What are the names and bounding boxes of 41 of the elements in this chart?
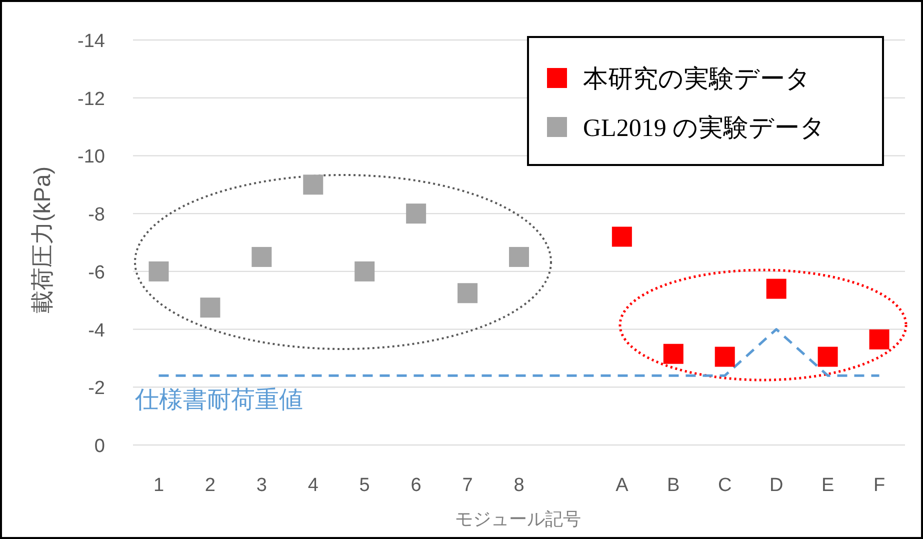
y-tick-label: -4: [88, 320, 106, 342]
point: [148, 261, 169, 282]
point: [509, 246, 529, 267]
x-tick-label: 1: [153, 475, 164, 496]
y-tick-label: -8: [88, 204, 105, 226]
point: [200, 298, 220, 318]
point: [714, 346, 735, 367]
point: [663, 344, 684, 364]
point: [612, 226, 632, 247]
x-tick-label: 6: [410, 475, 422, 496]
point: [818, 346, 838, 367]
x-tick-label: D: [769, 475, 784, 496]
x-tick-label: 8: [514, 475, 524, 496]
legend-label: 本研究の実験データ: [583, 65, 811, 93]
point: [458, 283, 478, 304]
point: [406, 204, 426, 224]
point: [766, 278, 786, 299]
x-tick-label: E: [821, 475, 834, 496]
point: [869, 329, 890, 350]
x-tick-label: 2: [204, 475, 216, 496]
y-tick-label: -14: [78, 31, 106, 52]
point: [303, 174, 324, 195]
x-tick-label: 5: [359, 475, 370, 496]
y-axis-title: 載荷圧力(kPa): [29, 166, 55, 314]
y-tick-label: -2: [88, 378, 105, 400]
x-tick-label: 7: [462, 475, 473, 496]
legend-label: GL2019 の実験データ: [583, 114, 826, 142]
y-tick-label: -6: [88, 262, 105, 284]
x-tick-label: A: [616, 475, 629, 496]
x-tick-label: C: [718, 475, 732, 496]
point: [354, 261, 375, 282]
y-tick-label: 0: [94, 436, 105, 457]
x-tick-label: F: [873, 475, 886, 496]
x-axis-title: モジュール記号: [455, 509, 581, 529]
x-tick-label: B: [667, 475, 680, 496]
point: [252, 246, 272, 267]
y-tick-label: -10: [78, 146, 105, 168]
series-label: 仕様書耐荷重値: [134, 386, 303, 414]
x-tick-label: 3: [256, 475, 267, 496]
x-tick-label: 4: [308, 475, 319, 496]
y-tick-label: -12: [78, 88, 105, 110]
